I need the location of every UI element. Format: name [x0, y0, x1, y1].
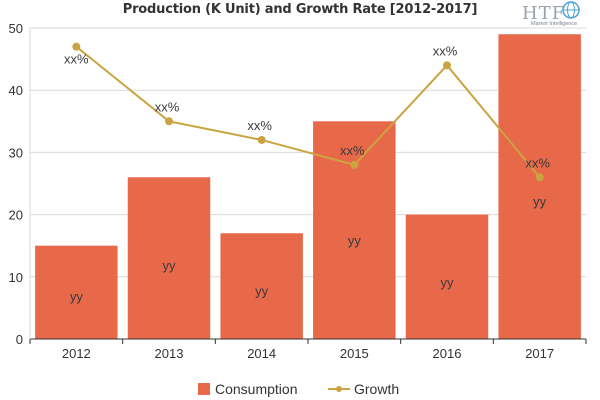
bar-data-label: yy [70, 289, 84, 304]
legend-label-consumption: Consumption [215, 381, 298, 397]
bar-data-label: yy [348, 233, 362, 248]
logo-subtitle: Market Intelligence [531, 21, 578, 27]
y-tick-label: 50 [9, 21, 23, 36]
x-tick-label: 2015 [340, 346, 369, 361]
x-tick-label: 2012 [62, 346, 91, 361]
growth-data-label: xx% [155, 99, 180, 114]
growth-data-label: xx% [433, 43, 458, 58]
y-tick-label: 10 [9, 270, 23, 285]
bar-data-label: yy [255, 283, 269, 298]
bar-data-label: yy [163, 258, 177, 273]
legend-label-growth: Growth [354, 381, 400, 397]
growth-data-label: xx% [64, 52, 89, 67]
y-tick-label: 30 [9, 145, 23, 160]
x-tick-label: 2016 [433, 346, 462, 361]
growth-point [443, 61, 451, 70]
growth-data-label: xx% [525, 155, 550, 170]
bar [35, 245, 118, 339]
growth-point [165, 117, 173, 126]
x-tick-label: 2014 [247, 346, 276, 361]
y-tick-label: 40 [9, 83, 23, 98]
growth-point [72, 42, 81, 51]
bar [127, 177, 211, 339]
legend: Consumption Growth [0, 380, 600, 398]
growth-point [257, 135, 266, 144]
legend-swatch-bar [198, 383, 210, 395]
chart-title: Production (K Unit) and Growth Rate [201… [122, 2, 478, 17]
x-tick-label: 2017 [525, 346, 554, 361]
y-tick-label: 20 [9, 208, 23, 223]
bar-data-label: yy [441, 275, 455, 290]
growth-point [350, 160, 359, 169]
bar [220, 233, 303, 339]
growth-point [535, 173, 544, 182]
y-tick-label: 0 [16, 332, 23, 347]
globe-icon [562, 1, 580, 19]
x-tick-label: 2013 [155, 346, 184, 361]
growth-data-label: xx% [340, 143, 365, 158]
logo-text: HTF [522, 3, 566, 24]
bar [405, 214, 489, 339]
growth-line [75, 45, 541, 178]
legend-swatch-line [328, 383, 350, 395]
bar [498, 34, 581, 339]
legend-item-growth[interactable]: Growth [328, 380, 399, 398]
growth-data-label: xx% [247, 118, 272, 133]
bar-data-label: yy [533, 194, 547, 209]
plot-area: 0 10 20 30 40 50 2012 2013 2014 2015 2016 2017 yy yy y… [9, 21, 587, 361]
legend-item-consumption[interactable]: Consumption [198, 380, 298, 398]
